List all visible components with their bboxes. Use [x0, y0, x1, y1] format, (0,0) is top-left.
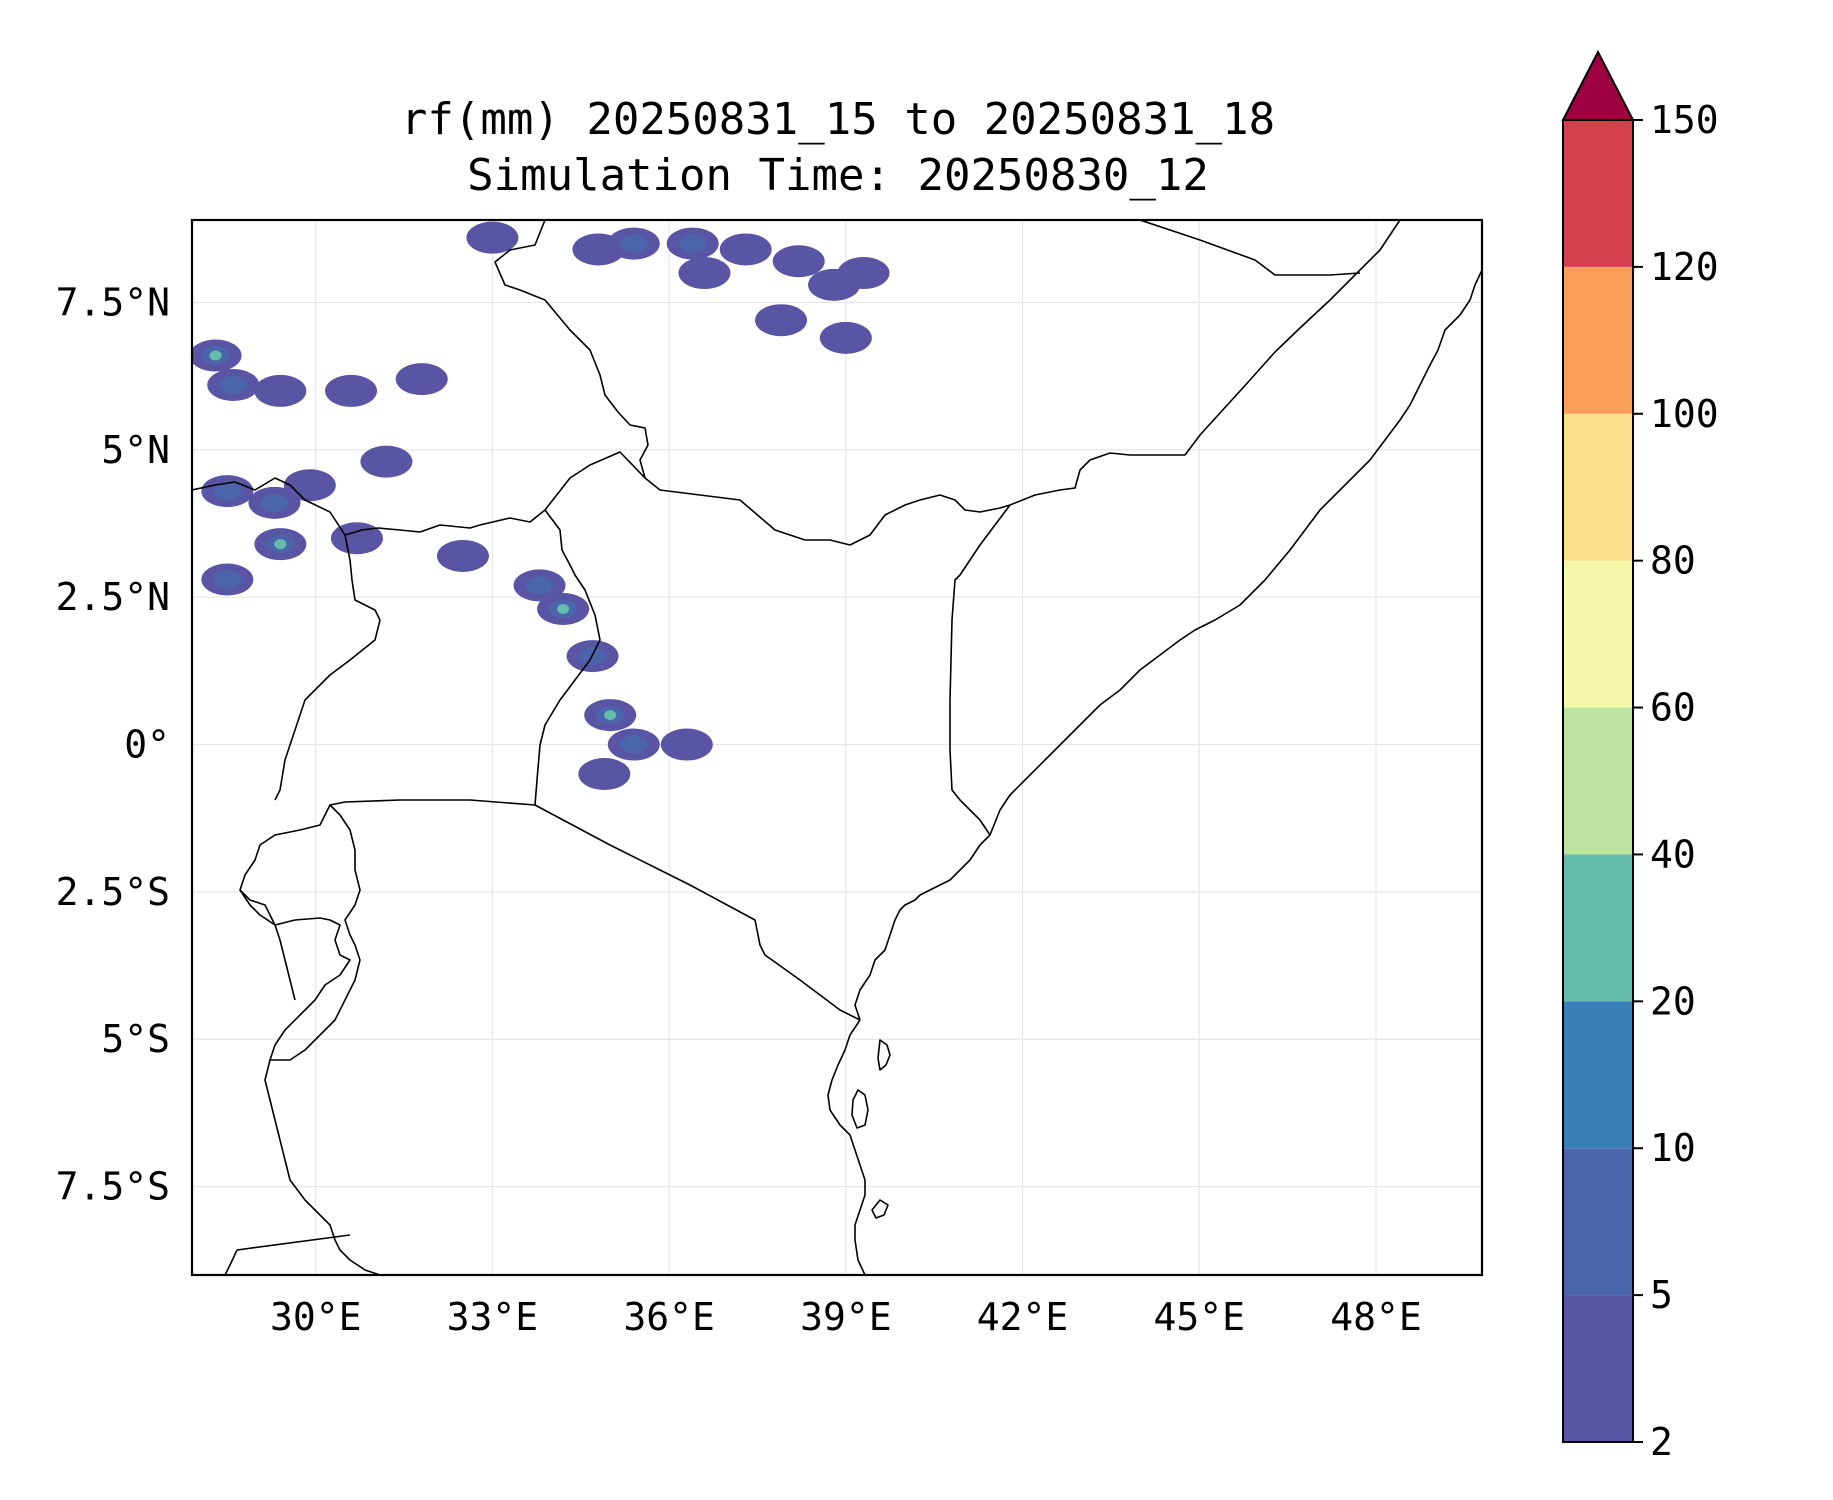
rain-cell: [325, 374, 378, 407]
x-tick-label: 39°E: [800, 1295, 892, 1339]
x-tick-label: 42°E: [977, 1295, 1069, 1339]
zanzibar-island: [851, 1089, 869, 1129]
colorbar-tick-label: 40: [1650, 832, 1696, 876]
south-sudan-uganda-border: [192, 477, 381, 621]
colorbar-segment: [1563, 413, 1633, 561]
rain-cell: [254, 374, 307, 407]
rain-cell-core: [619, 234, 648, 253]
zambia-tanzania-border: [236, 1234, 351, 1251]
rain-cell-core: [525, 576, 554, 595]
x-tick-label: 33°E: [447, 1295, 539, 1339]
rain-cell-peak: [557, 603, 570, 614]
title-line2: Simulation Time: 20250830_12: [467, 150, 1209, 201]
colorbar-segment: [1563, 1001, 1633, 1149]
somalia-coast: [989, 269, 1482, 836]
rain-cell-peak: [274, 539, 287, 550]
colorbar: 2 5 10 20 40 60 80 100 120 150: [1561, 49, 1719, 1464]
colorbar-tick-labels: 2 5 10 20 40 60 80 100 120 150: [1633, 98, 1719, 1464]
colorbar-tick-label: 80: [1650, 539, 1696, 583]
rain-cell-core: [678, 234, 707, 253]
kenya-tanzania-border: [534, 804, 861, 1021]
rain-cell-peak: [209, 350, 222, 361]
colorbar-segment: [1563, 266, 1633, 414]
colorbar-tick-label: 120: [1650, 245, 1719, 289]
rain-cell: [772, 245, 825, 278]
tanzania-coast: [827, 1019, 866, 1275]
rain-cell: [660, 728, 713, 761]
x-tick-label: 36°E: [623, 1295, 715, 1339]
colorbar-tick-label: 2: [1650, 1420, 1673, 1464]
uganda-tanzania-border: [329, 799, 536, 806]
colorbar-tick-label: 60: [1650, 686, 1696, 730]
colorbar-frame: [1562, 119, 1634, 1443]
map-background: [192, 220, 1482, 1275]
uganda-drc-border: [274, 619, 381, 801]
colorbar-segment: [1563, 707, 1633, 855]
rain-cell: [466, 221, 519, 254]
rain-cell-core: [219, 376, 248, 395]
rain-cell-core: [213, 570, 242, 589]
y-tick-label: 2.5°N: [56, 575, 170, 619]
x-tick-label: 30°E: [270, 1295, 362, 1339]
kenya-coast: [854, 834, 991, 1021]
zambia-edge: [224, 1249, 238, 1275]
rain-cell: [819, 321, 872, 354]
y-axis-tick-labels: 7.5°N 5°N 2.5°N 0° 2.5°S 5°S 7.5°S: [56, 281, 170, 1209]
colorbar-segment: [1563, 1295, 1633, 1442]
uganda-kenya-border: [534, 509, 601, 806]
rainfall-layer: [192, 221, 890, 791]
map-frame: [190, 218, 1484, 1277]
colorbar-segment: [1563, 854, 1633, 1002]
south-sudan-ethiopia-border: [344, 451, 646, 536]
x-tick-label: 45°E: [1154, 1295, 1246, 1339]
colorbar-tick-label: 5: [1650, 1273, 1673, 1317]
colorbar-tick-label: 10: [1650, 1126, 1696, 1170]
rwanda-burundi-border: [239, 889, 296, 1001]
rain-cell: [719, 233, 772, 266]
y-tick-label: 7.5°N: [56, 281, 170, 325]
rain-cell: [837, 257, 890, 290]
colorbar-segments: [1563, 120, 1633, 1442]
mafia-island: [871, 1199, 889, 1219]
somaliland-border: [1139, 220, 1361, 276]
y-tick-label: 2.5°S: [56, 870, 170, 914]
rain-cell: [360, 445, 413, 478]
ethiopia-somalia-border: [1009, 220, 1401, 506]
rain-cell-core: [213, 482, 242, 501]
rain-cell: [755, 304, 808, 337]
pemba-island: [877, 1039, 891, 1071]
colorbar-segment: [1563, 120, 1633, 267]
colorbar-segment: [1563, 560, 1633, 708]
rain-cell-core: [619, 735, 648, 754]
colorbar-segment: [1563, 1148, 1633, 1296]
rain-cell: [330, 522, 383, 555]
colorbar-tick-label: 150: [1650, 98, 1719, 142]
map-panel: [190, 218, 1484, 1277]
rain-cell: [395, 363, 448, 396]
title-line1: rf(mm) 20250831_15 to 20250831_18: [401, 94, 1275, 145]
y-tick-label: 7.5°S: [56, 1165, 170, 1209]
x-tick-label: 48°E: [1330, 1295, 1422, 1339]
gridlines: [192, 220, 1482, 1275]
rain-cell: [436, 539, 489, 572]
rain-cell: [678, 257, 731, 290]
ethiopia-west-border: [494, 220, 649, 479]
rain-cell: [283, 469, 336, 502]
country-borders: [192, 220, 1482, 1275]
y-tick-label: 5°N: [101, 428, 170, 472]
y-tick-label: 5°S: [101, 1017, 170, 1061]
colorbar-tick-label: 20: [1650, 979, 1696, 1023]
colorbar-extend-arrow: [1561, 49, 1635, 121]
kenya-ethiopia-border: [644, 477, 1011, 546]
rain-cell: [578, 758, 631, 791]
rain-cell-peak: [604, 710, 617, 721]
x-axis-tick-labels: 30°E 33°E 36°E 39°E 42°E 45°E 48°E: [270, 1295, 1422, 1339]
kenya-somalia-border: [949, 504, 1011, 836]
y-tick-label: 0°: [124, 723, 170, 767]
lake-tanganyika-border: [264, 1059, 381, 1275]
rain-cell-core: [260, 493, 289, 512]
colorbar-tick-label: 100: [1650, 392, 1719, 436]
